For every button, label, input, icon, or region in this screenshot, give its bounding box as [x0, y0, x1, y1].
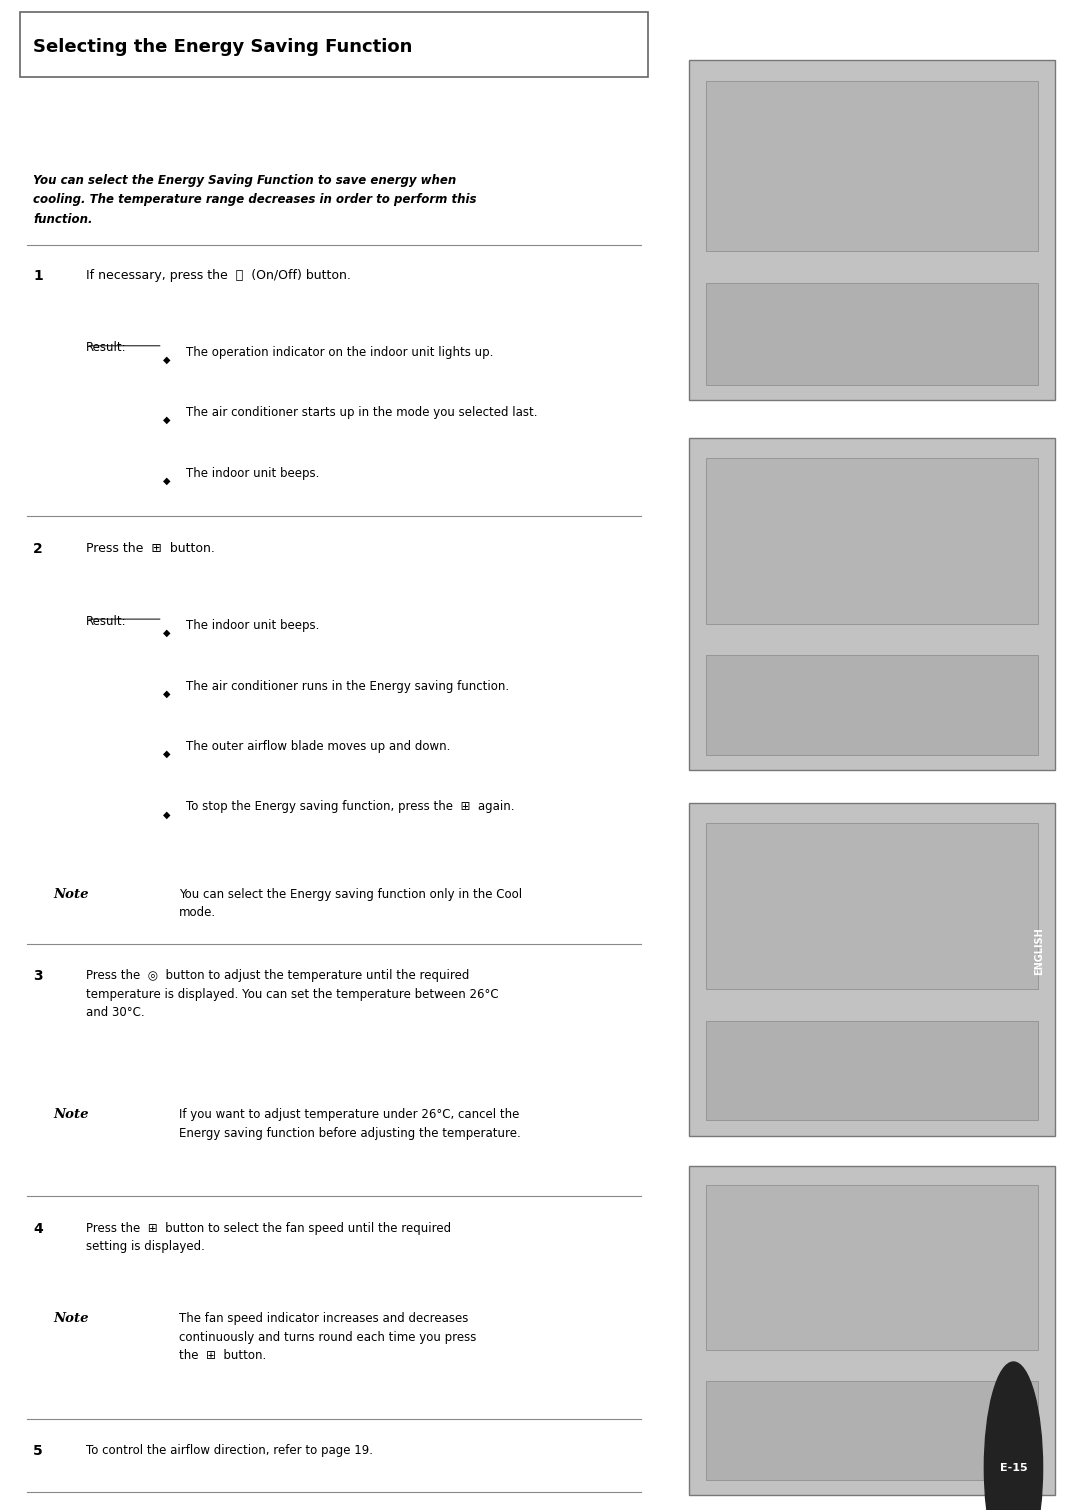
FancyBboxPatch shape [689, 438, 1055, 770]
Text: ◆: ◆ [163, 749, 171, 760]
FancyBboxPatch shape [689, 803, 1055, 1136]
FancyBboxPatch shape [689, 1166, 1055, 1495]
FancyBboxPatch shape [706, 1382, 1039, 1480]
Text: Press the  ⊞  button to select the fan speed until the required
setting is displ: Press the ⊞ button to select the fan spe… [86, 1222, 451, 1253]
Text: Press the  ⊞  button.: Press the ⊞ button. [86, 542, 215, 556]
Text: The indoor unit beeps.: The indoor unit beeps. [186, 467, 320, 480]
Text: 2: 2 [33, 542, 43, 556]
Text: E-15: E-15 [1000, 1463, 1027, 1472]
Text: 1: 1 [33, 269, 43, 282]
FancyBboxPatch shape [706, 82, 1039, 251]
Text: 3: 3 [33, 969, 43, 983]
Text: If you want to adjust temperature under 26°C, cancel the
Energy saving function : If you want to adjust temperature under … [179, 1108, 521, 1140]
Text: To control the airflow direction, refer to page 19.: To control the airflow direction, refer … [86, 1444, 374, 1457]
Text: Selecting the Energy Saving Function: Selecting the Energy Saving Function [33, 38, 413, 56]
FancyBboxPatch shape [706, 823, 1039, 989]
Circle shape [984, 1362, 1042, 1510]
FancyBboxPatch shape [706, 458, 1039, 624]
Text: The operation indicator on the indoor unit lights up.: The operation indicator on the indoor un… [186, 346, 494, 359]
Text: Press the  ◎  button to adjust the temperature until the required
temperature is: Press the ◎ button to adjust the tempera… [86, 969, 499, 1019]
Text: If necessary, press the  ⓔ  (On/Off) button.: If necessary, press the ⓔ (On/Off) butto… [86, 269, 351, 282]
Text: ◆: ◆ [163, 689, 171, 699]
Text: ◆: ◆ [163, 628, 171, 639]
Text: Result:: Result: [86, 615, 127, 628]
FancyBboxPatch shape [689, 60, 1055, 400]
Text: The air conditioner starts up in the mode you selected last.: The air conditioner starts up in the mod… [186, 406, 538, 420]
Text: The fan speed indicator increases and decreases
continuously and turns round eac: The fan speed indicator increases and de… [179, 1312, 476, 1362]
Text: The air conditioner runs in the Energy saving function.: The air conditioner runs in the Energy s… [186, 680, 509, 693]
Text: The outer airflow blade moves up and down.: The outer airflow blade moves up and dow… [186, 740, 450, 753]
Text: Note: Note [53, 1312, 89, 1326]
Text: You can select the Energy Saving Function to save energy when
cooling. The tempe: You can select the Energy Saving Functio… [33, 174, 476, 225]
Text: Note: Note [53, 888, 89, 901]
Text: ◆: ◆ [163, 355, 171, 365]
Text: 5: 5 [33, 1444, 43, 1457]
Text: Result:: Result: [86, 341, 127, 355]
FancyBboxPatch shape [706, 1185, 1039, 1350]
FancyBboxPatch shape [19, 12, 648, 77]
FancyBboxPatch shape [706, 284, 1039, 385]
Text: Note: Note [53, 1108, 89, 1122]
Text: You can select the Energy saving function only in the Cool
mode.: You can select the Energy saving functio… [179, 888, 523, 920]
Text: ◆: ◆ [163, 476, 171, 486]
FancyBboxPatch shape [706, 655, 1039, 755]
Text: 4: 4 [33, 1222, 43, 1235]
Text: To stop the Energy saving function, press the  ⊞  again.: To stop the Energy saving function, pres… [186, 800, 514, 814]
Text: ◆: ◆ [163, 415, 171, 426]
Text: ◆: ◆ [163, 809, 171, 820]
Text: ENGLISH: ENGLISH [1035, 927, 1044, 975]
Text: The indoor unit beeps.: The indoor unit beeps. [186, 619, 320, 633]
FancyBboxPatch shape [706, 1021, 1039, 1120]
